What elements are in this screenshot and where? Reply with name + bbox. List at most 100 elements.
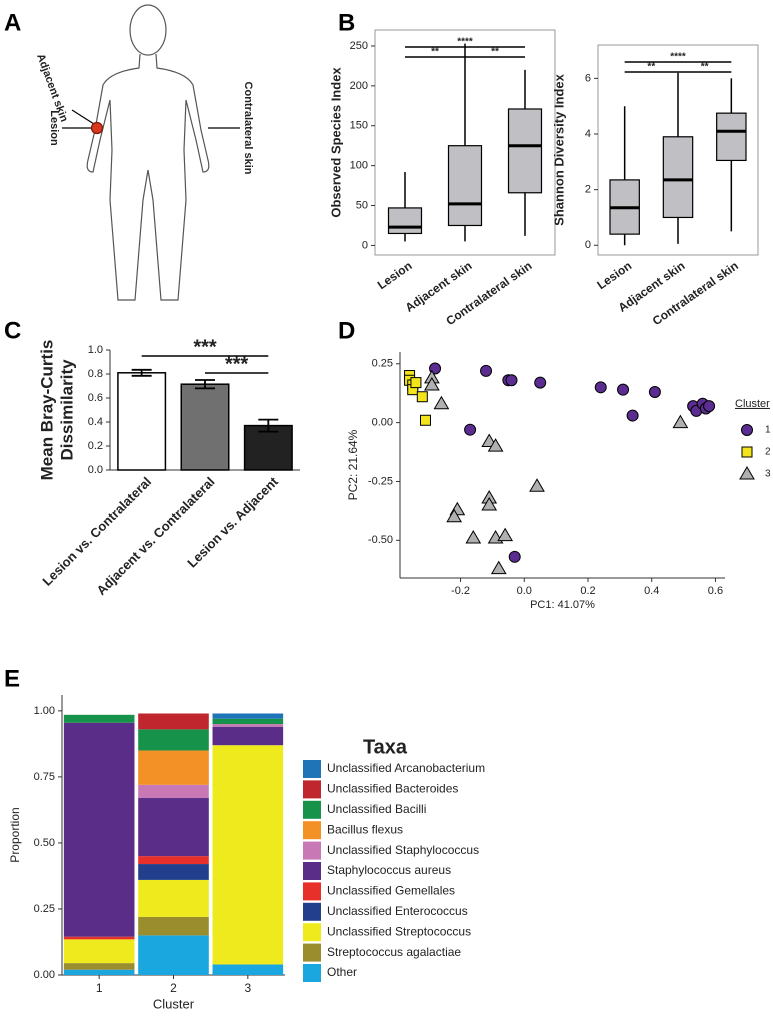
- x-tick-label: 3: [244, 981, 251, 995]
- legend-swatch: [303, 760, 321, 778]
- box: [662, 136, 694, 219]
- y-tick-label: 0.4: [88, 416, 103, 428]
- y-tick-label: -0.25: [368, 475, 393, 487]
- legend-title: Taxa: [363, 736, 408, 758]
- bar: [117, 372, 167, 471]
- legend-label: Unclassified Arcanobacterium: [327, 761, 485, 775]
- y-axis-title: Observed Species Index: [328, 67, 343, 218]
- point: [481, 497, 498, 511]
- legend-label: Bacillus flexus: [327, 822, 403, 836]
- legend-label: Unclassified Streptococcus: [327, 924, 471, 938]
- y-tick-label: 0.00: [34, 969, 55, 981]
- bar-segment: [138, 798, 209, 857]
- point: [490, 560, 507, 575]
- body-outline: [86, 53, 210, 301]
- bar-segment: [138, 729, 209, 751]
- box: [716, 112, 747, 162]
- y-tick-label: 0: [585, 239, 591, 251]
- point: [465, 529, 482, 544]
- x-tick-label: Lesion vs. Contralateral: [39, 474, 154, 589]
- panel-label: A: [4, 9, 21, 36]
- x-tick-label: 0.4: [644, 585, 659, 597]
- legend-swatch: [741, 446, 753, 458]
- significance-label: **: [431, 47, 439, 58]
- y-tick-label: 100: [350, 160, 368, 172]
- panel-label: C: [4, 317, 21, 344]
- point: [534, 376, 547, 389]
- box: [507, 108, 543, 194]
- y-tick-label: 0.2: [88, 440, 103, 452]
- bar-segment: [63, 722, 135, 937]
- error-bar: [195, 379, 215, 390]
- point: [508, 550, 521, 563]
- legend-label: Streptococcus agalactiae: [327, 945, 461, 959]
- bar-segment: [138, 879, 209, 917]
- point: [672, 414, 689, 429]
- y-tick-label: 0.75: [34, 771, 55, 783]
- panel-label: D: [338, 317, 355, 344]
- y-axis-title: PC2: 21.64%: [346, 429, 360, 500]
- significance-label: ***: [225, 353, 249, 375]
- legend-label: Unclassified Enterococcus: [327, 904, 468, 918]
- significance-label: **: [491, 47, 499, 58]
- bar-segment: [63, 939, 135, 964]
- body-map: [62, 4, 240, 301]
- y-tick-label: 4: [585, 128, 591, 140]
- point: [594, 381, 607, 394]
- arrow: [71, 109, 95, 125]
- bar-segment: [138, 784, 209, 799]
- lesion-dot: [90, 121, 104, 135]
- legend-label: 3: [765, 469, 771, 480]
- y-tick-label: 0.8: [88, 368, 103, 380]
- error-bar: [131, 368, 152, 377]
- legend-label: Unclassified Bacteroides: [327, 782, 458, 796]
- legend-swatch: [303, 821, 321, 840]
- significance-label: ****: [670, 52, 686, 63]
- y-tick-label: 0.25: [34, 903, 55, 915]
- x-tick-label: 0.2: [580, 585, 595, 597]
- bar-segment: [138, 935, 209, 975]
- bar-segment: [138, 864, 209, 880]
- bar-segment: [212, 745, 284, 965]
- legend-swatch: [303, 964, 321, 982]
- significance-label: **: [701, 62, 709, 73]
- legend-label: Other: [327, 965, 357, 979]
- legend-swatch: [303, 841, 321, 860]
- legend-swatch: [303, 943, 321, 962]
- significance-label: **: [647, 62, 655, 73]
- point: [464, 423, 477, 436]
- y-tick-label: 1.0: [88, 344, 103, 356]
- y-tick-label: 6: [585, 72, 591, 84]
- point: [703, 400, 716, 413]
- legend-swatch: [303, 800, 321, 819]
- bar-segment: [63, 969, 135, 975]
- y-tick-label: 0.25: [372, 358, 393, 370]
- bar-segment: [63, 714, 135, 723]
- y-tick-label: 1.00: [34, 705, 55, 717]
- point: [648, 386, 661, 399]
- body-label: Contralateral skin: [242, 82, 254, 175]
- bar-segment: [212, 964, 284, 975]
- bar-segment: [138, 916, 209, 936]
- point: [617, 383, 630, 396]
- bar-segment: [138, 750, 209, 785]
- point: [480, 364, 493, 377]
- body-head: [129, 4, 167, 56]
- legend-swatch: [303, 780, 321, 799]
- point: [419, 414, 431, 426]
- y-tick-label: 50: [356, 199, 368, 211]
- panel-label: B: [338, 9, 355, 36]
- box: [447, 145, 483, 227]
- bar-segment: [63, 963, 135, 970]
- x-tick-label: 1: [96, 981, 103, 995]
- legend-swatch: [739, 466, 755, 480]
- point: [423, 376, 440, 391]
- bar-segment: [63, 936, 135, 940]
- x-tick-label: 2: [170, 981, 177, 995]
- legend-label: Staphylococcus aureus: [327, 863, 451, 877]
- bar: [243, 424, 293, 471]
- y-tick-label: 150: [350, 120, 368, 132]
- legend-swatch: [303, 923, 321, 942]
- bar-segment: [212, 713, 284, 719]
